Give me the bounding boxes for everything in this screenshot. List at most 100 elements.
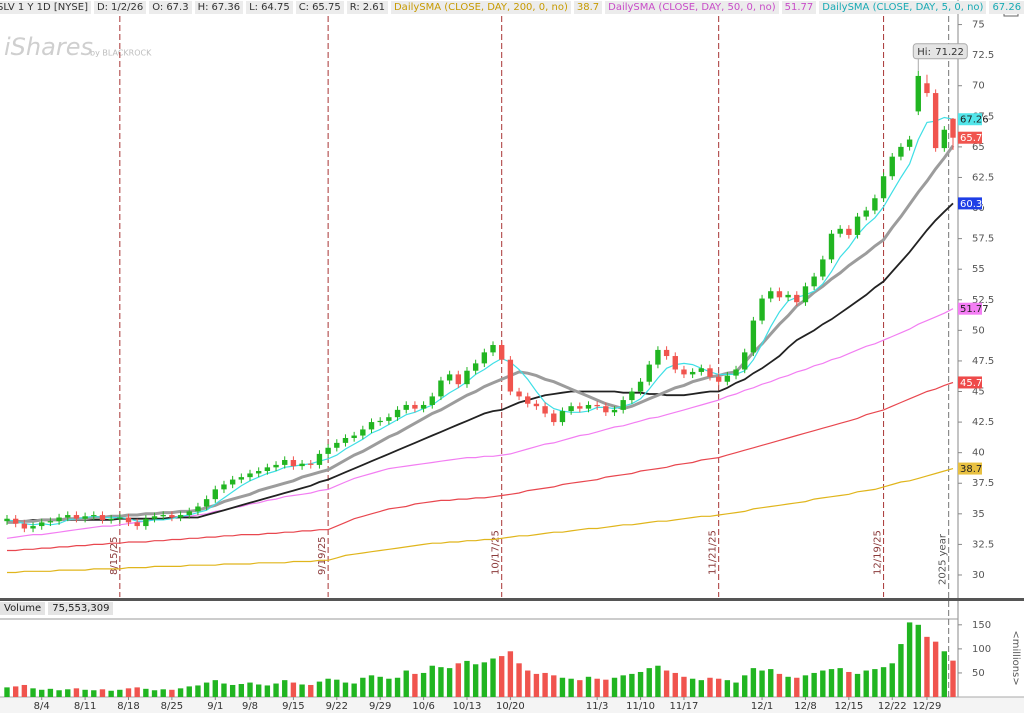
candle-body: [160, 515, 166, 517]
candle-body: [525, 396, 531, 404]
volume-bar: [655, 665, 661, 697]
candle-body: [316, 453, 323, 465]
candle-body: [577, 406, 583, 409]
volume-bar: [316, 681, 323, 697]
x-tick-label: 10/13: [453, 701, 482, 712]
volume-bar: [255, 684, 262, 697]
y-tick-label: 72.5: [972, 50, 994, 61]
candle-body: [742, 352, 748, 370]
legend-value-text: 67.26: [992, 2, 1022, 13]
candle-body: [828, 233, 835, 260]
candle-body: [490, 345, 496, 353]
candle-body: [394, 409, 401, 418]
volume-bar: [203, 682, 210, 697]
candle-body: [906, 139, 913, 147]
candle-body: [811, 276, 817, 287]
volume-bar: [273, 683, 279, 697]
volume-bar: [229, 684, 236, 697]
candle-body: [516, 391, 522, 397]
sma-line: [7, 381, 954, 552]
x-tick-label: 11/10: [626, 701, 655, 712]
candle-body: [629, 391, 635, 401]
candle-body: [255, 471, 262, 474]
candle-body: [698, 368, 705, 372]
volume-bar: [299, 684, 305, 697]
candle-body: [499, 345, 505, 360]
volume-bar: [603, 679, 609, 697]
candle-body: [785, 294, 791, 298]
y-tick-label: 65: [972, 142, 985, 153]
y-tick-label: 40: [972, 448, 985, 459]
candle-body: [472, 363, 479, 371]
candle-body: [950, 118, 956, 138]
legend-value: 67.26: [989, 1, 1024, 14]
close-text: C:: [298, 2, 310, 13]
candle-body: [863, 210, 869, 217]
volume-bar: [932, 641, 939, 697]
candle-body: [238, 477, 245, 480]
volume-bar: [577, 680, 583, 697]
volume-bar: [247, 682, 253, 697]
date: D: 1/2/26: [93, 1, 147, 14]
volume-bar: [455, 663, 461, 697]
volume-bar: [828, 669, 835, 697]
candle-body: [889, 156, 895, 177]
candle-body: [151, 516, 158, 519]
candle-body: [264, 467, 271, 472]
volume-bar: [507, 651, 514, 697]
volume-bar: [880, 667, 887, 697]
candle-body: [368, 422, 375, 430]
x-tick-label: 8/25: [161, 701, 183, 712]
candle-body: [533, 403, 540, 407]
x-tick-label: 9/15: [282, 701, 304, 712]
date-text: D:: [96, 2, 109, 13]
volume-bar: [12, 686, 19, 697]
legend-entry-text: DailySMA (CLOSE, DAY, 200, 0, no): [393, 2, 568, 13]
candle-body: [195, 506, 201, 512]
candle-body: [802, 286, 809, 303]
volume-bar: [117, 689, 123, 697]
hi-value: 71.22: [935, 47, 964, 58]
volume-tick-label: 50: [972, 668, 985, 679]
volume-bar: [924, 636, 930, 697]
volume-bar: [446, 668, 453, 697]
volume-bar: [750, 668, 757, 697]
legend-value: 51.77: [781, 1, 817, 14]
volume-bar: [30, 688, 36, 697]
y-tick-label: 47.5: [972, 356, 994, 367]
legend-entry-text: DailySMA (CLOSE, DAY, 5, 0, no): [822, 2, 984, 13]
candle-body: [655, 349, 661, 365]
high-text: H:: [197, 2, 209, 13]
candle-body: [507, 359, 514, 392]
candle-body: [282, 460, 288, 465]
candle-body: [481, 352, 488, 364]
volume-bar: [56, 690, 62, 697]
low-text: 64.75: [261, 2, 290, 13]
candle-body: [203, 499, 210, 507]
candle-body: [169, 515, 175, 518]
candle-body: [837, 228, 843, 234]
candle-body: [438, 380, 444, 397]
volume-bar: [715, 678, 722, 697]
candle-body: [568, 406, 574, 412]
panel-separator: [0, 598, 1024, 601]
volume-bar: [386, 678, 392, 697]
date-text: 1/2/26: [111, 2, 144, 13]
volume-bar: [82, 689, 88, 697]
candle-body: [820, 259, 826, 277]
candle-body: [99, 515, 106, 520]
candle-body: [334, 442, 340, 448]
volume-bar: [906, 622, 913, 697]
candle-body: [247, 473, 253, 478]
candle-body: [73, 515, 80, 519]
volume-bar: [134, 687, 140, 697]
volume-bar: [872, 669, 878, 697]
volume-bar: [221, 683, 227, 697]
candle-body: [932, 93, 939, 149]
volume-bar: [21, 684, 28, 697]
volume-bar: [412, 673, 418, 697]
sma-line: [7, 144, 955, 524]
volume-bar: [559, 677, 566, 697]
volume-bar: [394, 677, 401, 697]
